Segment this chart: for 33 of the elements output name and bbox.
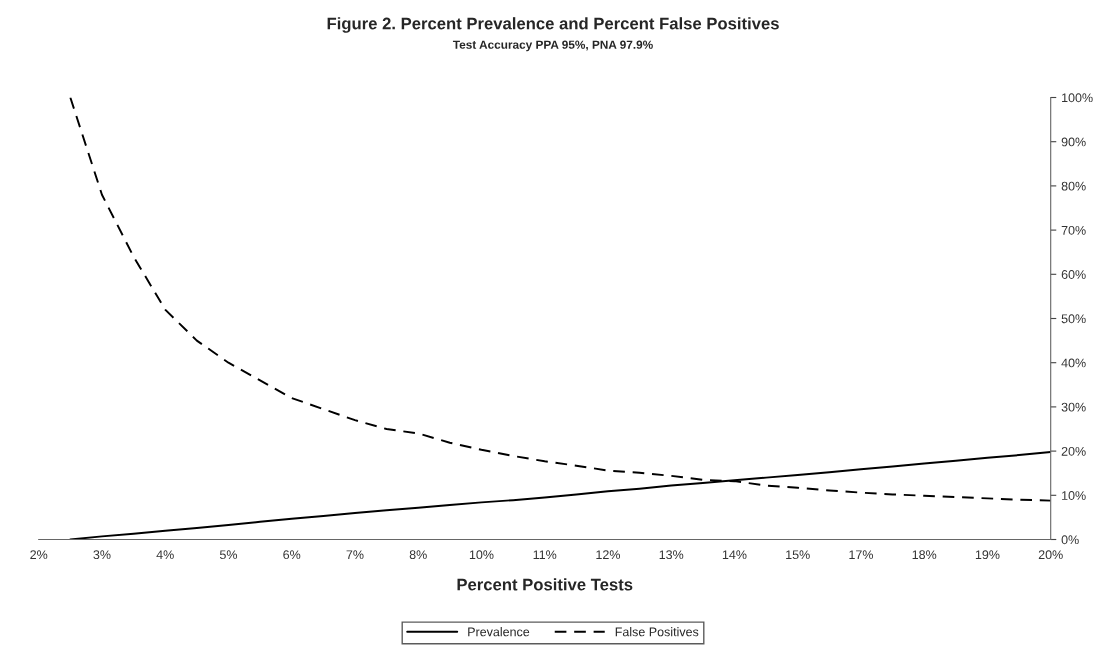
x-axis-title: Percent Positive Tests: [457, 578, 633, 591]
x-tick-label: 3%: [93, 550, 111, 560]
chart-title: Figure 2. Percent Prevalence and Percent False Positives: [327, 17, 779, 33]
x-tick-label: 5%: [219, 550, 238, 560]
x-tick-label: 6%: [283, 550, 301, 560]
y-tick-label: 90%: [1061, 137, 1086, 147]
x-tick-label: 19%: [975, 550, 1000, 560]
x-tick-label: 12%: [596, 550, 621, 560]
x-tick-label: 2%: [30, 550, 48, 560]
x-tick-label: 14%: [722, 550, 747, 560]
legend-label: False Positives: [615, 627, 699, 637]
y-tick-label: 20%: [1061, 446, 1086, 456]
y-tick-label: 80%: [1061, 181, 1086, 191]
x-tick-label: 4%: [156, 550, 174, 560]
y-tick-label: 0%: [1061, 535, 1079, 545]
y-tick-label: 70%: [1061, 225, 1086, 235]
x-tick-label: 7%: [346, 550, 364, 560]
y-tick-label: 60%: [1061, 270, 1086, 279]
y-tick-label: 100%: [1062, 93, 1093, 103]
x-tick-label: 10%: [469, 550, 494, 560]
x-tick-label: 11%: [533, 550, 557, 560]
x-tick-label: 13%: [659, 550, 684, 560]
x-tick-label: 17%: [849, 550, 874, 560]
legend-label: Prevalence: [468, 627, 530, 637]
x-tick-label: 15%: [786, 550, 810, 560]
x-tick-label: 18%: [912, 550, 937, 560]
chart-subtitle: Test Accuracy PPA 95%, PNA 97.9%: [452, 40, 653, 52]
x-tick-label: 8%: [409, 550, 427, 560]
y-tick-label: 40%: [1061, 358, 1086, 368]
y-tick-label: 50%: [1061, 314, 1086, 324]
y-tick-label: 30%: [1061, 402, 1086, 412]
x-tick-label: 20%: [1038, 550, 1063, 560]
y-tick-label: 10%: [1062, 491, 1086, 500]
